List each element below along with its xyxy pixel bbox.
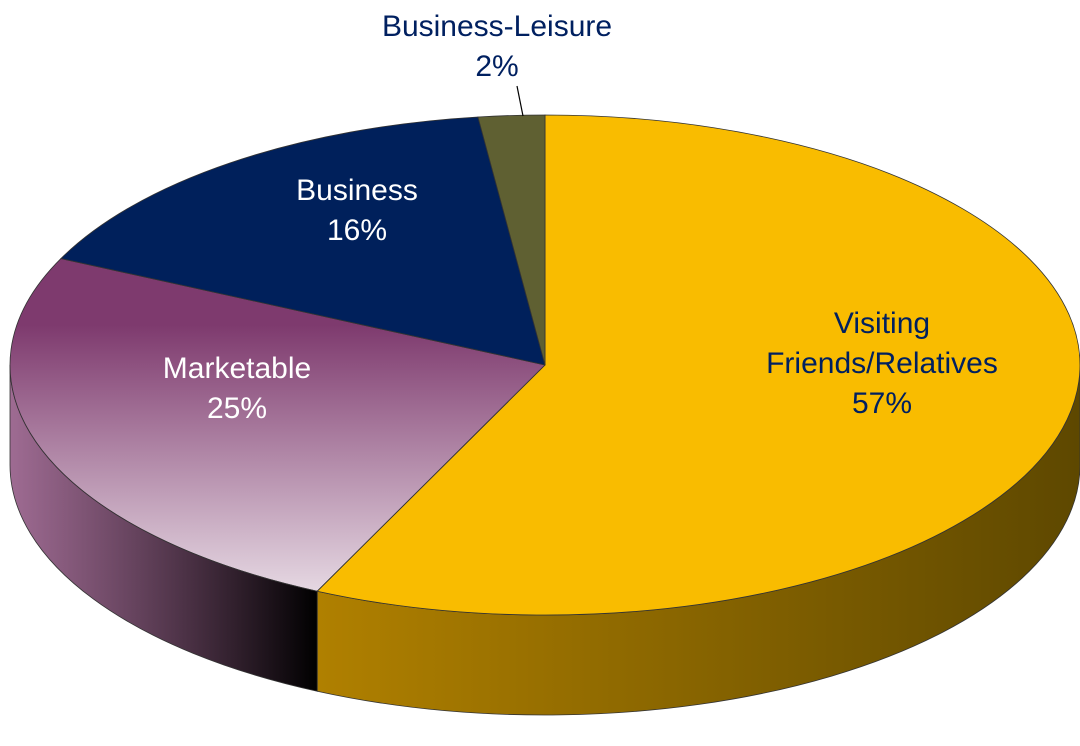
category-label: Business-Leisure [382,10,612,43]
category-label: Business [296,174,418,207]
pie-slice [477,114,546,366]
pie-slice [60,116,546,366]
pie-slice [9,258,546,592]
leader-line [516,85,524,117]
category-label: Marketable [163,352,311,385]
value-label: 16% [327,214,387,247]
pie-slice [316,114,1080,616]
value-label: 2% [475,50,518,83]
category-label: Visiting Friends/Relatives [766,307,998,380]
value-label: 25% [207,392,267,425]
value-label: 57% [852,387,912,420]
